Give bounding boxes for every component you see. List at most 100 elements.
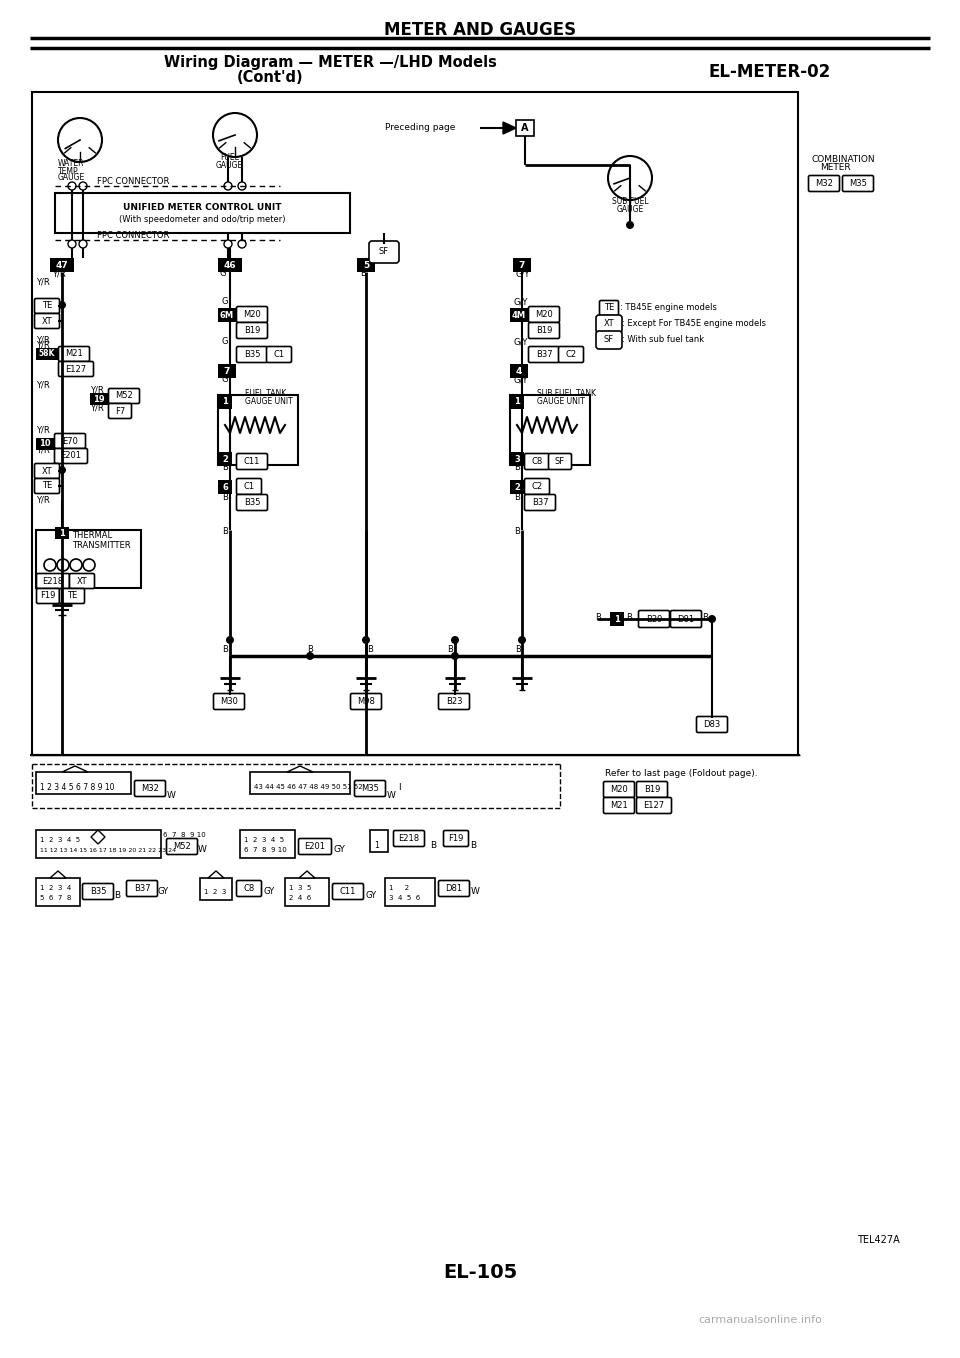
Text: 1: 1 xyxy=(374,841,379,850)
Text: XT: XT xyxy=(41,467,52,475)
Text: B: B xyxy=(514,527,520,536)
Text: I: I xyxy=(398,782,400,792)
Text: B: B xyxy=(222,645,228,655)
FancyBboxPatch shape xyxy=(354,781,386,797)
Bar xyxy=(510,308,528,322)
Text: 11 12 13 14 15 16 17 18 19 20 21 22 23 24: 11 12 13 14 15 16 17 18 19 20 21 22 23 2… xyxy=(40,847,176,853)
Bar xyxy=(357,258,375,272)
Text: 1  3  5: 1 3 5 xyxy=(289,885,311,891)
FancyBboxPatch shape xyxy=(439,880,469,896)
Text: 1  2  3  4  5: 1 2 3 4 5 xyxy=(40,837,80,843)
Circle shape xyxy=(238,240,246,249)
Bar xyxy=(510,479,524,494)
FancyBboxPatch shape xyxy=(808,175,839,191)
FancyBboxPatch shape xyxy=(604,781,635,797)
FancyBboxPatch shape xyxy=(843,175,874,191)
Text: COMBINATION: COMBINATION xyxy=(812,156,876,164)
Polygon shape xyxy=(299,870,315,879)
Text: W: W xyxy=(471,888,480,896)
Text: B: B xyxy=(702,614,708,622)
Text: 58K: 58K xyxy=(38,349,55,359)
Text: GAUGE UNIT: GAUGE UNIT xyxy=(537,397,585,406)
Bar xyxy=(218,364,236,378)
Text: B37: B37 xyxy=(133,884,151,894)
Text: W: W xyxy=(167,790,176,800)
Text: 6M: 6M xyxy=(220,311,234,319)
Circle shape xyxy=(451,636,459,644)
Bar xyxy=(218,395,232,409)
Text: M20: M20 xyxy=(611,785,628,794)
Text: E127: E127 xyxy=(65,364,86,373)
Text: Y/R: Y/R xyxy=(36,380,50,390)
Circle shape xyxy=(83,559,95,570)
Circle shape xyxy=(68,182,76,190)
FancyBboxPatch shape xyxy=(166,838,198,854)
FancyBboxPatch shape xyxy=(69,573,94,588)
FancyBboxPatch shape xyxy=(596,315,622,333)
Bar xyxy=(385,879,435,906)
Text: B: B xyxy=(222,463,228,473)
Text: B23: B23 xyxy=(445,697,463,706)
FancyBboxPatch shape xyxy=(83,884,113,899)
FancyBboxPatch shape xyxy=(394,831,424,846)
Text: B: B xyxy=(114,891,120,899)
Text: 1: 1 xyxy=(614,615,620,623)
Polygon shape xyxy=(50,870,66,879)
Bar xyxy=(90,392,108,405)
Circle shape xyxy=(57,559,69,570)
Text: M52: M52 xyxy=(115,391,132,401)
Text: Y/R: Y/R xyxy=(36,341,50,349)
Text: 19: 19 xyxy=(93,395,105,403)
Bar xyxy=(36,530,141,588)
Text: B19: B19 xyxy=(244,326,260,335)
FancyBboxPatch shape xyxy=(59,361,93,376)
Text: B: B xyxy=(360,269,366,278)
Bar xyxy=(610,612,624,626)
Text: G/Y: G/Y xyxy=(516,269,530,278)
Text: 1 2 3 4 5 6 7 8 9 10: 1 2 3 4 5 6 7 8 9 10 xyxy=(40,782,114,792)
FancyBboxPatch shape xyxy=(60,588,84,603)
Circle shape xyxy=(362,636,370,644)
Text: E201: E201 xyxy=(60,451,82,460)
Text: Y/R: Y/R xyxy=(90,403,104,413)
FancyBboxPatch shape xyxy=(596,331,622,349)
Bar xyxy=(513,258,531,272)
Bar xyxy=(250,771,350,794)
Text: B: B xyxy=(626,614,632,622)
Text: B: B xyxy=(430,841,436,850)
Text: C1: C1 xyxy=(274,350,284,359)
FancyBboxPatch shape xyxy=(236,346,268,363)
FancyBboxPatch shape xyxy=(529,307,560,322)
Text: Y/R: Y/R xyxy=(36,496,50,505)
Text: B35: B35 xyxy=(244,498,260,507)
FancyBboxPatch shape xyxy=(36,588,60,603)
Text: 47: 47 xyxy=(56,261,68,269)
Text: : TB45E engine models: : TB45E engine models xyxy=(620,303,717,312)
FancyBboxPatch shape xyxy=(127,880,157,896)
Text: M35: M35 xyxy=(849,179,867,187)
Text: Y/R: Y/R xyxy=(90,386,104,395)
FancyBboxPatch shape xyxy=(638,611,669,627)
Text: XT: XT xyxy=(41,316,52,326)
Text: : With sub fuel tank: : With sub fuel tank xyxy=(622,335,704,345)
Text: SUB FUEL TANK: SUB FUEL TANK xyxy=(537,388,596,398)
Text: M32: M32 xyxy=(815,179,833,187)
FancyBboxPatch shape xyxy=(697,717,728,732)
Text: 46: 46 xyxy=(224,261,236,269)
FancyBboxPatch shape xyxy=(35,314,60,329)
Text: B: B xyxy=(514,493,520,501)
Circle shape xyxy=(451,652,459,660)
Text: 3  4  5  6: 3 4 5 6 xyxy=(389,895,420,900)
FancyBboxPatch shape xyxy=(236,880,261,896)
Text: GAUGE: GAUGE xyxy=(617,205,644,213)
Text: F19: F19 xyxy=(40,592,56,600)
Text: B19: B19 xyxy=(644,785,660,794)
Polygon shape xyxy=(62,766,88,771)
Text: 6  7  8  9 10: 6 7 8 9 10 xyxy=(163,832,205,838)
Text: F19: F19 xyxy=(448,834,464,843)
Circle shape xyxy=(58,301,66,310)
Bar xyxy=(240,830,295,858)
FancyBboxPatch shape xyxy=(604,797,635,813)
Text: C2: C2 xyxy=(565,350,577,359)
Text: F7: F7 xyxy=(115,406,125,416)
